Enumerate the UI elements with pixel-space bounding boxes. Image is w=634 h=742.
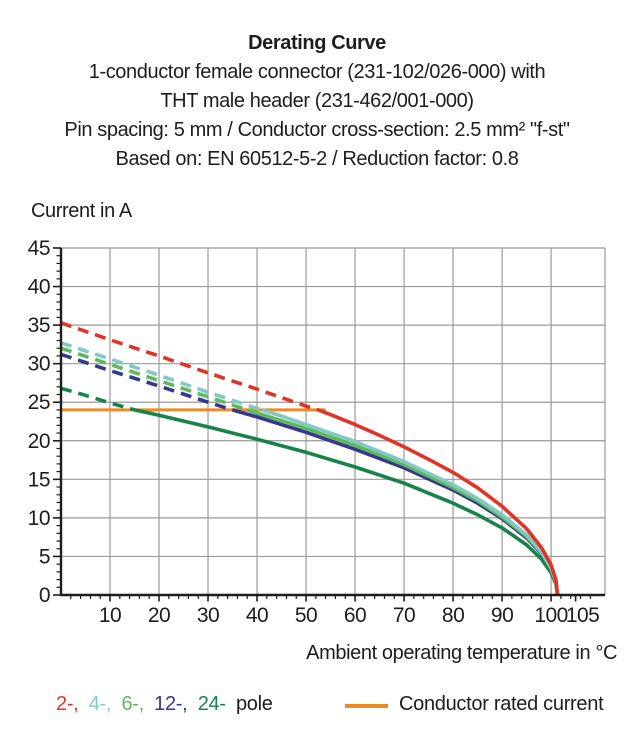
svg-text:90: 90	[491, 604, 513, 627]
legend-4-pole-label: 4-,	[88, 693, 112, 715]
page-title: Derating Curve	[248, 32, 386, 54]
svg-text:0: 0	[39, 584, 50, 607]
legend-rated-current: Conductor rated current	[345, 693, 604, 716]
svg-text:25: 25	[28, 391, 50, 414]
y-axis-title: Current in A	[31, 200, 132, 222]
svg-text:40: 40	[246, 604, 268, 627]
svg-text:105: 105	[566, 604, 600, 627]
legend-12-pole-label: 12-,	[154, 693, 188, 715]
svg-text:45: 45	[28, 240, 50, 260]
svg-text:40: 40	[28, 276, 50, 299]
legend-24-pole-label: 24-	[197, 693, 226, 715]
svg-text:50: 50	[295, 604, 317, 627]
chart-header: Derating Curve 1-conductor female connec…	[0, 29, 634, 174]
svg-text:5: 5	[39, 545, 50, 568]
legend-pole-word: pole	[235, 693, 273, 715]
svg-text:20: 20	[148, 604, 170, 627]
svg-text:15: 15	[28, 468, 50, 491]
svg-text:60: 60	[344, 604, 366, 627]
svg-text:100: 100	[534, 604, 568, 627]
svg-text:70: 70	[393, 604, 415, 627]
conductor-rated-current-label: Conductor rated current	[399, 693, 604, 715]
x-axis-title: Ambient operating temperature in °C	[306, 642, 617, 664]
derating-curve-chart: 0 5 10 15 20 25 30 35 40 45 10 20 30 40 50 60 70 80 90 1001…	[28, 240, 606, 627]
svg-text:35: 35	[28, 314, 50, 337]
legend-pole-counts: 2-, 4-, 6-, 12-, 24- pole	[56, 693, 273, 716]
svg-text:10: 10	[99, 604, 121, 627]
svg-text:10: 10	[28, 507, 50, 530]
svg-text:30: 30	[197, 604, 219, 627]
svg-text:30: 30	[28, 353, 50, 376]
legend-2-pole-label: 2-,	[56, 693, 79, 715]
header-subtitle-male-header: THT male header (231-462/001-000)	[160, 90, 474, 112]
svg-text:20: 20	[28, 430, 50, 453]
header-subtitle-pin-spacing: Pin spacing: 5 mm / Conductor cross-sect…	[64, 119, 570, 141]
legend-6-pole-label: 6-,	[121, 693, 144, 715]
header-subtitle-standard: Based on: EN 60512-5-2 / Reduction facto…	[115, 148, 519, 170]
svg-text:80: 80	[442, 604, 464, 627]
header-subtitle-connector: 1-conductor female connector (231-102/02…	[88, 61, 546, 83]
conductor-rated-current-swatch	[345, 703, 388, 708]
